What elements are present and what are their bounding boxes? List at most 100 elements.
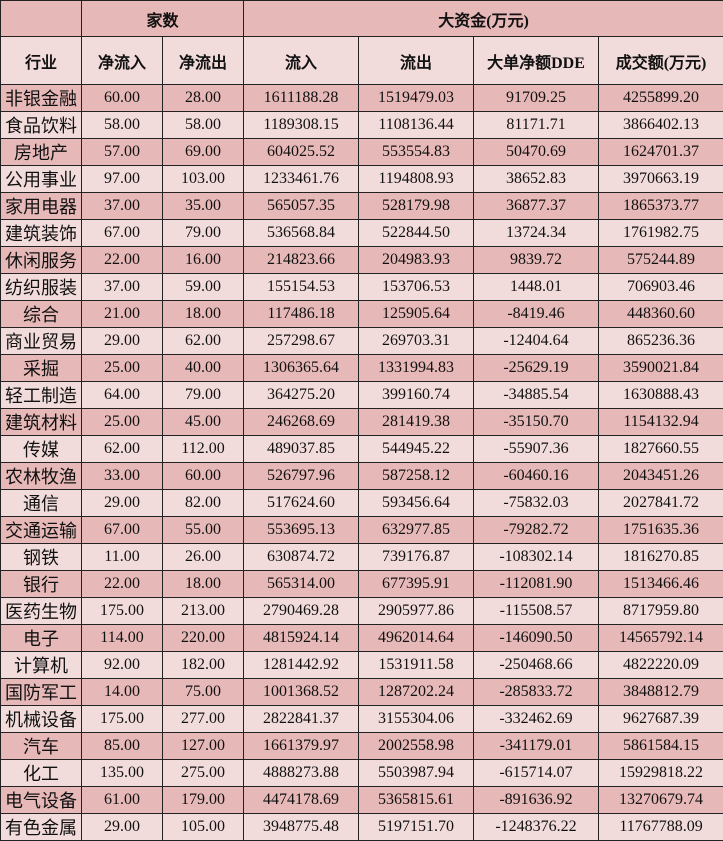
cell-net-inflow-count: 37.00 [82,274,163,301]
cell-outflow: 5197151.70 [359,814,474,841]
cell-industry: 国防军工 [1,679,82,706]
cell-inflow: 604025.52 [244,139,359,166]
cell-turnover: 2027841.72 [599,490,723,517]
cell-industry: 医药生物 [1,598,82,625]
cell-net-outflow-count: 220.00 [163,625,244,652]
cell-turnover: 1865373.77 [599,193,723,220]
cell-net-inflow-count: 92.00 [82,652,163,679]
cell-inflow: 214823.66 [244,247,359,274]
cell-dde: -146090.50 [474,625,599,652]
cell-outflow: 1108136.44 [359,112,474,139]
cell-industry: 家用电器 [1,193,82,220]
cell-industry: 休闲服务 [1,247,82,274]
cell-net-inflow-count: 29.00 [82,328,163,355]
cell-industry: 食品饮料 [1,112,82,139]
cell-outflow: 399160.74 [359,382,474,409]
cell-dde: 38652.83 [474,166,599,193]
cell-outflow: 3155304.06 [359,706,474,733]
cell-net-outflow-count: 35.00 [163,193,244,220]
cell-turnover: 1816270.85 [599,544,723,571]
cell-inflow: 2822841.37 [244,706,359,733]
cell-turnover: 1513466.46 [599,571,723,598]
cell-outflow: 5365815.61 [359,787,474,814]
cell-industry: 房地产 [1,139,82,166]
cell-net-outflow-count: 26.00 [163,544,244,571]
cell-outflow: 1194808.93 [359,166,474,193]
cell-industry: 建筑装饰 [1,220,82,247]
cell-industry: 纺织服装 [1,274,82,301]
cell-outflow: 528179.98 [359,193,474,220]
col-outflow: 流出 [359,37,474,85]
header-group-funds: 大资金(万元) [244,1,723,37]
cell-inflow: 553695.13 [244,517,359,544]
cell-industry: 钢铁 [1,544,82,571]
cell-inflow: 1611188.28 [244,85,359,112]
cell-dde: 13724.34 [474,220,599,247]
cell-net-inflow-count: 85.00 [82,733,163,760]
cell-net-inflow-count: 67.00 [82,220,163,247]
cell-inflow: 565057.35 [244,193,359,220]
cell-net-inflow-count: 175.00 [82,706,163,733]
cell-industry: 通信 [1,490,82,517]
cell-dde: -75832.03 [474,490,599,517]
cell-inflow: 155154.53 [244,274,359,301]
cell-industry: 电气设备 [1,787,82,814]
cell-inflow: 117486.18 [244,301,359,328]
cell-dde: 81171.71 [474,112,599,139]
cell-dde: -891636.92 [474,787,599,814]
cell-inflow: 536568.84 [244,220,359,247]
cell-inflow: 1233461.76 [244,166,359,193]
cell-net-outflow-count: 60.00 [163,463,244,490]
cell-dde: -12404.64 [474,328,599,355]
cell-net-outflow-count: 75.00 [163,679,244,706]
cell-net-outflow-count: 112.00 [163,436,244,463]
cell-net-outflow-count: 82.00 [163,490,244,517]
cell-inflow: 1001368.52 [244,679,359,706]
col-net-outflow-count: 净流出 [163,37,244,85]
cell-outflow: 153706.53 [359,274,474,301]
cell-dde: -285833.72 [474,679,599,706]
cell-outflow: 1531911.58 [359,652,474,679]
cell-turnover: 3590021.84 [599,355,723,382]
cell-turnover: 9627687.39 [599,706,723,733]
header-blank [1,1,82,37]
cell-net-inflow-count: 29.00 [82,814,163,841]
cell-dde: -112081.90 [474,571,599,598]
cell-turnover: 3970663.19 [599,166,723,193]
header-columns-row: 行业 净流入 净流出 流入 流出 大单净额DDE 成交额(万元) [1,37,723,85]
cell-turnover: 11767788.09 [599,814,723,841]
cell-dde: -55907.36 [474,436,599,463]
cell-inflow: 1189308.15 [244,112,359,139]
cell-net-inflow-count: 175.00 [82,598,163,625]
cell-net-inflow-count: 97.00 [82,166,163,193]
cell-inflow: 2790469.28 [244,598,359,625]
cell-net-inflow-count: 58.00 [82,112,163,139]
cell-turnover: 5861584.15 [599,733,723,760]
cell-inflow: 3948775.48 [244,814,359,841]
cell-net-outflow-count: 277.00 [163,706,244,733]
cell-net-inflow-count: 11.00 [82,544,163,571]
cell-inflow: 489037.85 [244,436,359,463]
cell-net-inflow-count: 25.00 [82,409,163,436]
header-group-row: 家数 大资金(万元) [1,1,723,37]
cell-dde: -35150.70 [474,409,599,436]
cell-industry: 电子 [1,625,82,652]
cell-industry: 轻工制造 [1,382,82,409]
cell-industry: 交通运输 [1,517,82,544]
cell-industry: 非银金融 [1,85,82,112]
cell-inflow: 517624.60 [244,490,359,517]
cell-turnover: 8717959.80 [599,598,723,625]
cell-outflow: 593456.64 [359,490,474,517]
cell-industry: 化工 [1,760,82,787]
